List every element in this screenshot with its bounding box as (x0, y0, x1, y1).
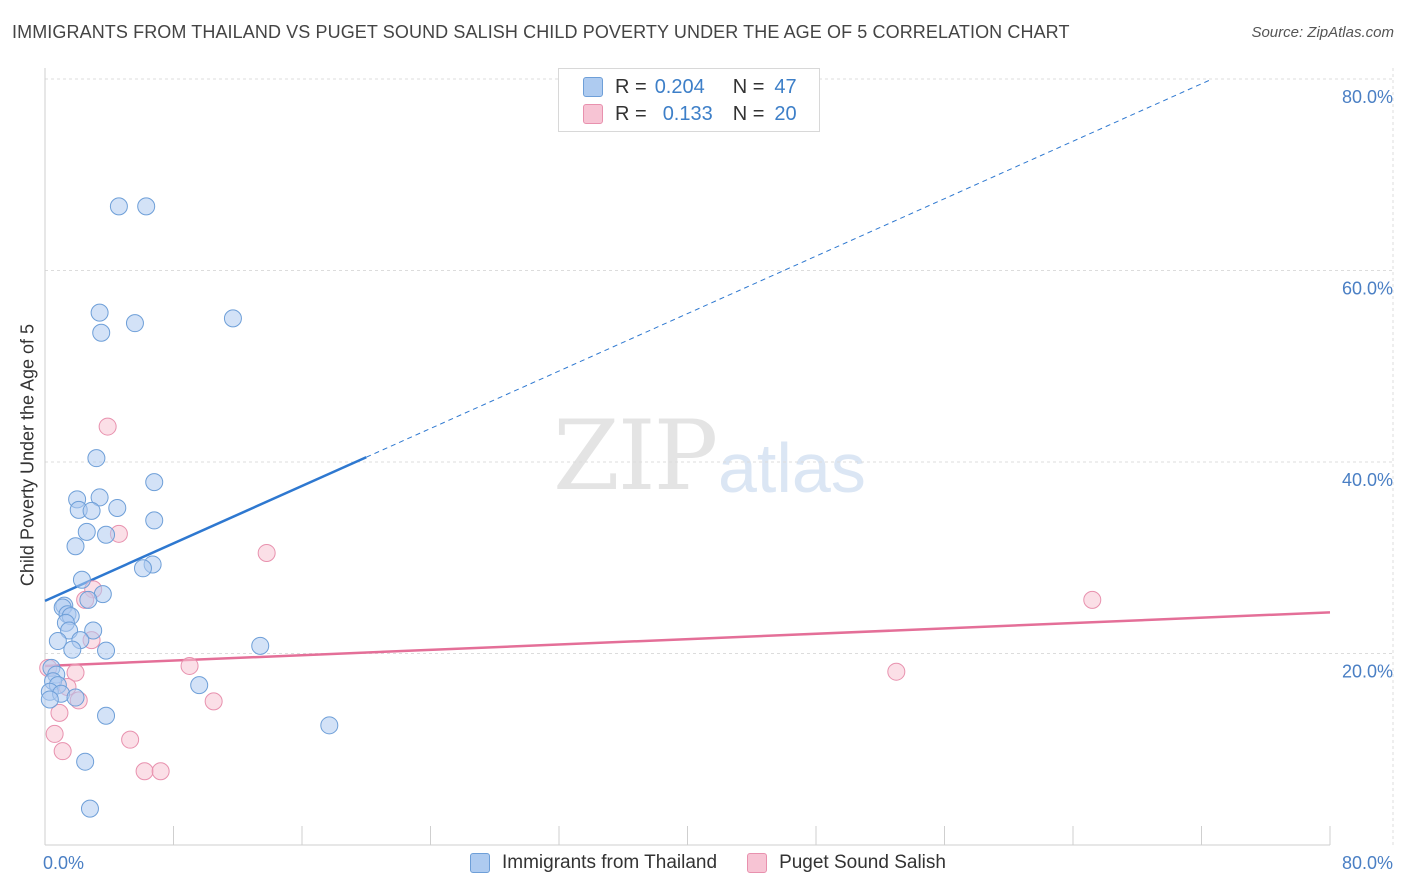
y-tick-label: 80.0% (1342, 87, 1393, 107)
y-axis-label: Child Poverty Under the Age of 5 (17, 323, 38, 587)
tick-labels: 20.0% 40.0% 60.0% 80.0% 0.0% 80.0% (43, 87, 1393, 873)
legend-row-salish: R = 0.133 N = 20 (583, 102, 797, 126)
data-point-thailand (90, 303, 109, 322)
data-point-thailand (125, 314, 144, 333)
data-point-thailand (76, 752, 95, 771)
series-legend-thailand: Immigrants from Thailand (470, 852, 717, 874)
x-tick-label: 80.0% (1342, 853, 1393, 873)
series-label-thailand: Immigrants from Thailand (502, 852, 718, 873)
data-point-thailand (145, 473, 164, 492)
data-points (39, 197, 1102, 818)
trend-line-thailand (44, 456, 367, 602)
legend-swatch-thailand (583, 77, 603, 97)
data-point-thailand (77, 522, 96, 541)
series-legend: Immigrants from Thailand Puget Sound Sal… (470, 852, 976, 874)
legend-r-label: R = (615, 102, 647, 125)
data-point-salish (180, 656, 199, 675)
data-point-thailand (66, 688, 85, 707)
data-point-salish (66, 663, 85, 682)
legend-n-label: N = (732, 75, 765, 98)
data-point-thailand (97, 525, 116, 544)
legend-r-value: 0.204 (654, 75, 705, 98)
legend-row-thailand: R = 0.204 N = 47 (583, 75, 797, 99)
data-point-salish (1083, 590, 1102, 609)
data-point-salish (257, 543, 276, 562)
data-point-thailand (63, 640, 82, 659)
data-point-thailand (79, 590, 98, 609)
legend-r-value: 0.133 (662, 102, 713, 125)
data-point-salish (121, 730, 140, 749)
data-point-thailand (190, 676, 209, 695)
series-swatch-salish (747, 853, 768, 873)
series-swatch-thailand (470, 853, 490, 873)
data-point-salish (53, 742, 72, 761)
data-point-thailand (223, 309, 242, 328)
data-point-thailand (90, 488, 109, 507)
series-label-salish: Puget Sound Salish (779, 852, 946, 873)
data-point-thailand (137, 197, 156, 216)
axes (44, 68, 1331, 846)
grid-lines (45, 68, 1394, 845)
trend-line-thailand-extension (366, 78, 1213, 458)
data-point-thailand (80, 799, 99, 818)
legend-n-label: N = (732, 102, 765, 125)
data-point-thailand (97, 706, 116, 725)
data-point-salish (887, 662, 906, 681)
data-point-salish (151, 762, 170, 781)
watermark-zip: ZIP (553, 400, 718, 512)
data-point-thailand (66, 537, 85, 556)
data-point-thailand (145, 511, 164, 530)
data-point-thailand (108, 498, 127, 517)
data-point-salish (204, 692, 223, 711)
data-point-thailand (40, 690, 59, 709)
legend-swatch-salish (583, 104, 603, 124)
legend-n-value: 20 (774, 102, 797, 125)
data-point-thailand (82, 501, 101, 520)
trend-lines (44, 78, 1331, 668)
watermark-atlas: atlas (718, 429, 866, 507)
data-point-thailand (97, 641, 116, 660)
source-label: Source: ZipAtlas.com (1251, 24, 1394, 41)
trend-line-salish (44, 611, 1331, 668)
data-point-salish (45, 724, 64, 743)
chart-title: IMMIGRANTS FROM THAILAND VS PUGET SOUND … (12, 22, 1070, 42)
data-point-thailand (87, 449, 106, 468)
y-tick-label: 40.0% (1342, 470, 1393, 490)
data-point-thailand (133, 559, 152, 578)
data-point-thailand (92, 323, 111, 342)
y-tick-label: 60.0% (1342, 279, 1393, 299)
data-point-salish (98, 417, 117, 436)
legend-r-label: R = (615, 75, 647, 98)
data-point-thailand (109, 197, 128, 216)
series-legend-salish: Puget Sound Salish (747, 852, 946, 874)
data-point-salish (50, 703, 69, 722)
data-point-thailand (48, 632, 67, 651)
data-point-thailand (84, 621, 103, 640)
correlation-legend: R = 0.204 N = 47 R = 0.133 N = 20 (558, 68, 820, 132)
data-point-thailand (251, 636, 270, 655)
legend-n-value: 47 (774, 75, 797, 98)
data-point-thailand (320, 716, 339, 735)
data-point-salish (135, 762, 154, 781)
x-tick-label: 0.0% (43, 853, 84, 873)
data-point-thailand (72, 570, 91, 589)
y-tick-label: 20.0% (1342, 662, 1393, 682)
